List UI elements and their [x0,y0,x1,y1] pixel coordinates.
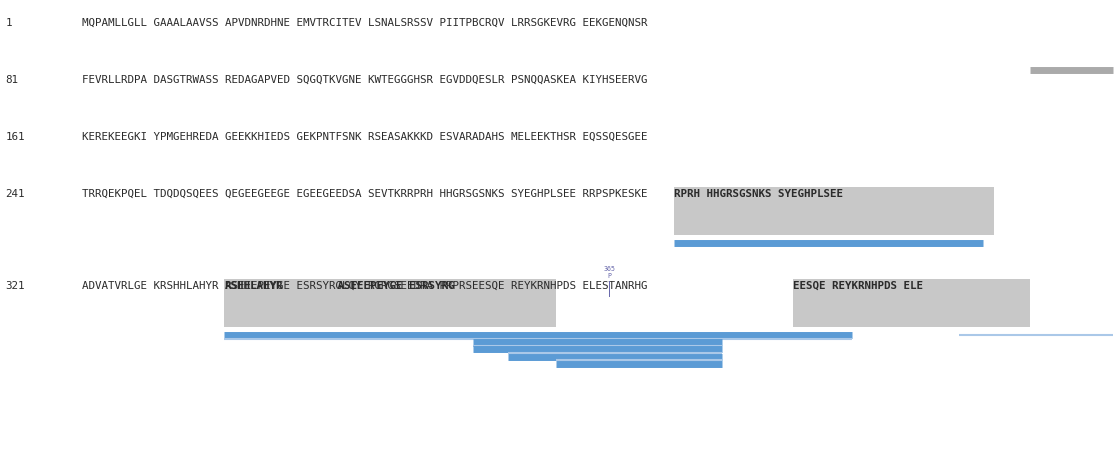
Text: 365
P: 365 P [604,266,615,279]
Bar [331,279,556,327]
Text: 81: 81 [6,75,19,85]
Bar [793,279,1030,327]
Text: ASEEEPEYGE ESRSYRG: ASEEEPEYGE ESRSYRG [331,281,454,291]
Text: RSHHLAHYR: RSHHLAHYR [224,281,283,291]
Text: MQPAMLLGLL GAAALAAVSS APVDNRDHNE EMVTRCITEV LSNALSRSSV PIITPBCRQV LRRSGKEVRG EEK: MQPAMLLGLL GAAALAAVSS APVDNRDHNE EMVTRCI… [82,18,647,28]
Text: 321: 321 [6,281,25,291]
Text: ADVATVRLGE KRSHHLAHYR ASEEEPEYGE ESRSYRGLQY RGRGSEEDRA PRPRSEESQE REYKRNHPDS ELE: ADVATVRLGE KRSHHLAHYR ASEEEPEYGE ESRSYRG… [82,281,647,291]
Text: 241: 241 [6,189,25,199]
Text: 161: 161 [6,132,25,142]
Text: EESQE REYKRNHPDS ELE: EESQE REYKRNHPDS ELE [793,281,923,291]
Text: KEREKEEGKI YPMGEHREDA GEEKKHIEDS GEKPNTFSNK RSEASAKKKD ESVARADAHS MELEEKTHSR EQS: KEREKEEGKI YPMGEHREDA GEEKKHIEDS GEKPNTF… [82,132,647,142]
Bar [224,279,331,327]
Text: FEVRLLRDPA DASGTRWASS REDAGAPVED SQGQTKVGNE KWTEGGGHSR EGVDDQESLR PSNQQASKEA KIY: FEVRLLRDPA DASGTRWASS REDAGAPVED SQGQTKV… [82,75,647,85]
Text: RPRH HHGRSGSNKS SYEGHPLSEE: RPRH HHGRSGSNKS SYEGHPLSEE [674,189,850,199]
Text: 1: 1 [6,18,12,28]
Text: TRRQEKPQEL TDQDQSQEES QEGEEGEEGE EGEEGEEDSA SEVTKRRPRH HHGRSGSNKS SYEGHPLSEE RRP: TRRQEKPQEL TDQDQSQEES QEGEEGEEGE EGEEGEE… [82,189,647,199]
Bar [674,187,994,235]
